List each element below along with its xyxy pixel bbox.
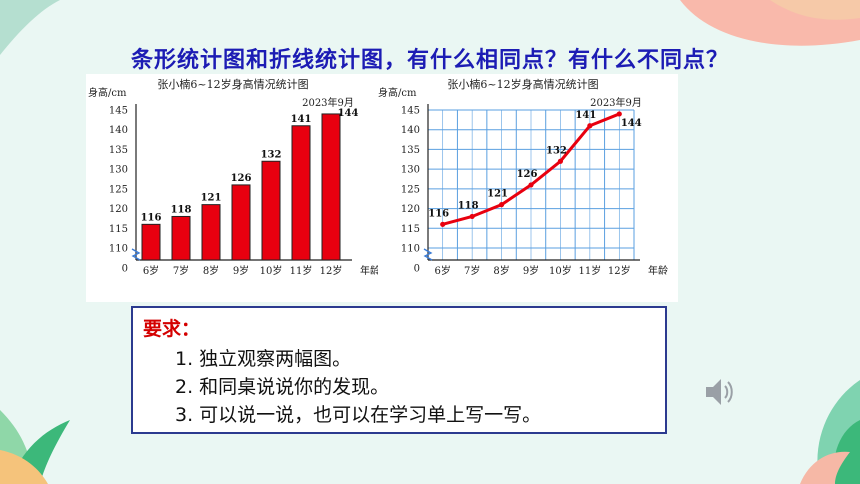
x-tick-label: 11岁 <box>290 264 313 277</box>
y-tick-label: 120 <box>109 204 128 215</box>
requirements-box: 要求： 1. 独立观察两幅图。 2. 和同桌说说你的发现。 3. 可以说一说，也… <box>131 306 667 434</box>
requirement-item: 1. 独立观察两幅图。 <box>175 348 352 370</box>
requirement-item: 2. 和同桌说说你的发现。 <box>175 376 390 398</box>
x-tick-label: 7岁 <box>464 264 480 277</box>
x-tick-label: 8岁 <box>203 264 219 277</box>
data-label: 144 <box>621 118 642 129</box>
data-point <box>587 123 593 129</box>
y-tick-label: 125 <box>109 184 128 195</box>
x-tick-label: 10岁 <box>260 264 283 277</box>
x-tick-label: 7岁 <box>173 264 189 277</box>
bar <box>231 184 251 261</box>
y-tick-label: 145 <box>109 106 128 117</box>
bar <box>321 113 341 261</box>
y-tick-label: 0 <box>414 264 420 275</box>
chart-title: 张小楠6~12岁身高情况统计图 <box>157 77 308 91</box>
data-label: 132 <box>546 145 567 156</box>
x-tick-label: 11岁 <box>578 264 601 277</box>
bar <box>171 215 191 261</box>
y-axis-label: 身高/cm <box>378 86 417 99</box>
data-label: 126 <box>231 173 252 184</box>
data-label: 132 <box>261 149 282 160</box>
bar <box>261 160 281 261</box>
decor-bottom-right-plant <box>800 380 860 484</box>
bar <box>201 204 221 261</box>
y-tick-label: 130 <box>109 165 128 176</box>
x-tick-label: 12岁 <box>608 264 631 277</box>
y-tick-label: 140 <box>401 125 420 136</box>
speaker-icon[interactable] <box>702 374 738 410</box>
page-question: 条形统计图和折线统计图，有什么相同点？有什么不同点？ <box>130 48 729 73</box>
line-chart: 张小楠6~12岁身高情况统计图 2023年9月 身高/cm 0 110 115 120 125… <box>378 77 668 277</box>
axis-break-mark <box>131 248 141 261</box>
x-tick-label: 12岁 <box>320 264 343 277</box>
data-label: 118 <box>458 200 479 211</box>
x-tick-label: 6岁 <box>435 264 451 277</box>
data-point <box>469 213 475 220</box>
decor-top-left-leaf <box>0 0 60 55</box>
y-tick-label: 115 <box>109 224 128 235</box>
requirement-item: 3. 可以说一说，也可以在学习单上写一写。 <box>175 404 542 426</box>
data-label: 141 <box>291 114 312 125</box>
y-tick-label: 110 <box>109 244 128 255</box>
x-tick-label: 10岁 <box>549 264 572 277</box>
data-point <box>498 202 505 208</box>
chart-subtitle: 2023年9月 <box>302 96 354 109</box>
y-tick-label: 110 <box>401 244 420 255</box>
y-tick-label: 0 <box>122 264 128 275</box>
bar-chart: 张小楠6~12岁身高情况统计图 2023年9月 身高/cm 0 110 115 120 125… <box>88 77 380 277</box>
requirements-title: 要求： <box>143 318 201 340</box>
bar <box>291 125 311 261</box>
chart-subtitle: 2023年9月 <box>590 96 642 109</box>
decor-bottom-left-plant <box>0 410 70 484</box>
y-tick-label: 125 <box>401 184 420 195</box>
y-tick-label: 135 <box>109 145 128 156</box>
data-label: 126 <box>517 169 538 180</box>
y-tick-label: 115 <box>401 224 420 235</box>
data-label: 121 <box>201 193 222 204</box>
data-label: 116 <box>141 212 162 223</box>
x-axis-label: 年龄 <box>648 264 668 277</box>
data-label: 121 <box>487 189 508 200</box>
x-tick-label: 9岁 <box>233 264 249 277</box>
data-label: 144 <box>338 108 359 119</box>
data-label: 141 <box>575 110 596 121</box>
data-point <box>616 111 622 117</box>
y-tick-label: 145 <box>401 106 420 117</box>
y-tick-label: 140 <box>109 125 128 136</box>
chart-title: 张小楠6~12岁身高情况统计图 <box>447 77 598 91</box>
decor-top-right-blob <box>680 0 860 46</box>
x-tick-label: 6岁 <box>143 264 159 277</box>
data-point <box>557 158 564 164</box>
axis-break-mark <box>423 248 433 261</box>
y-tick-label: 120 <box>401 204 420 215</box>
y-axis-label: 身高/cm <box>88 86 127 99</box>
line-chart-panel: 张小楠6~12岁身高情况统计图 2023年9月 身高/cm 0 110 115 120 125… <box>378 74 678 302</box>
data-label: 118 <box>171 204 192 215</box>
x-tick-label: 8岁 <box>493 264 509 277</box>
bar-chart-panel: 张小楠6~12岁身高情况统计图 2023年9月 身高/cm 0 110 115 120 125… <box>86 74 388 302</box>
data-label: 116 <box>428 208 449 219</box>
y-tick-label: 135 <box>401 145 420 156</box>
data-point <box>528 182 534 188</box>
x-tick-label: 9岁 <box>523 264 539 277</box>
y-tick-label: 130 <box>401 165 420 176</box>
bar <box>141 223 161 261</box>
x-axis-label: 年龄 <box>360 264 380 277</box>
data-point <box>440 221 446 227</box>
